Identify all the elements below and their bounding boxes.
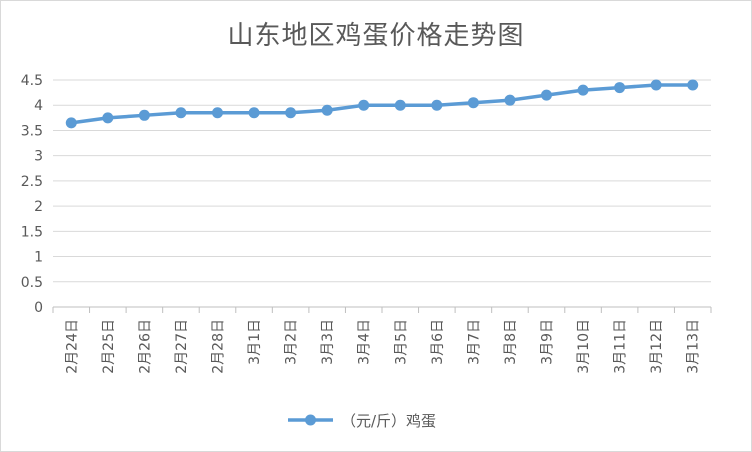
x-axis	[52, 306, 712, 313]
y-tick-label: 0.5	[21, 275, 43, 291]
x-tick-label: 2月27日	[174, 319, 190, 374]
x-tick-label: 3月5日	[393, 319, 409, 365]
data-point	[358, 99, 370, 111]
y-tick-label: 3	[34, 149, 43, 165]
x-tick-label: 2月28日	[211, 319, 227, 374]
data-point	[650, 79, 662, 91]
y-tick-label: 2.5	[21, 174, 43, 190]
data-point	[285, 107, 297, 119]
data-point	[504, 94, 516, 106]
y-axis-ticks: 0 0.5 1 1.5 2 2.5 3 3.5 4 4.5	[21, 73, 43, 316]
x-tick-label: 3月10日	[576, 319, 592, 374]
data-point	[687, 79, 699, 91]
data-point	[65, 117, 77, 129]
x-tick-label: 3月11日	[613, 319, 629, 374]
data-point	[175, 107, 187, 119]
x-tick-label: 3月6日	[430, 319, 446, 365]
series-line	[69, 83, 695, 125]
y-tick-label: 2	[34, 199, 43, 215]
y-tick-label: 4	[34, 98, 43, 114]
data-point	[431, 99, 443, 111]
legend: （元/斤）鸡蛋	[288, 412, 436, 430]
series-group	[65, 79, 699, 129]
x-tick-label: 3月12日	[649, 319, 665, 374]
chart-title: 山东地区鸡蛋价格走势图	[227, 21, 525, 51]
y-tick-label: 1.5	[21, 224, 43, 240]
data-point	[541, 89, 552, 101]
x-tick-label: 2月24日	[64, 319, 80, 374]
x-tick-label: 2月25日	[101, 319, 117, 374]
data-point	[138, 109, 150, 121]
x-tick-label: 3月13日	[686, 319, 702, 374]
x-tick-label: 3月1日	[247, 319, 263, 365]
gridlines	[53, 79, 711, 283]
y-tick-label: 0	[34, 300, 43, 316]
data-point	[212, 107, 223, 119]
x-tick-label: 3月8日	[503, 319, 519, 365]
y-tick-label: 3.5	[21, 123, 43, 139]
data-point	[321, 104, 333, 116]
x-axis-ticks: 2月24日 2月25日 2月26日 2月27日 2月28日 3月1日 3月2日 3月3日 3月4…	[64, 319, 701, 374]
x-tick-label: 3月3日	[320, 319, 336, 365]
data-point	[614, 82, 626, 94]
data-point	[467, 97, 479, 109]
legend-marker	[305, 414, 316, 426]
data-point	[577, 84, 589, 96]
data-point	[394, 99, 406, 111]
x-tick-label: 3月9日	[540, 319, 556, 365]
y-tick-label: 1	[34, 250, 43, 266]
x-tick-label: 3月7日	[466, 319, 482, 365]
y-tick-label: 4.5	[21, 73, 43, 89]
x-tick-label: 3月4日	[357, 319, 373, 365]
data-point	[102, 112, 114, 124]
x-tick-label: 3月2日	[284, 319, 300, 365]
x-tick-label: 2月26日	[137, 319, 153, 374]
data-point	[248, 107, 260, 119]
legend-label: （元/斤）鸡蛋	[341, 412, 436, 430]
